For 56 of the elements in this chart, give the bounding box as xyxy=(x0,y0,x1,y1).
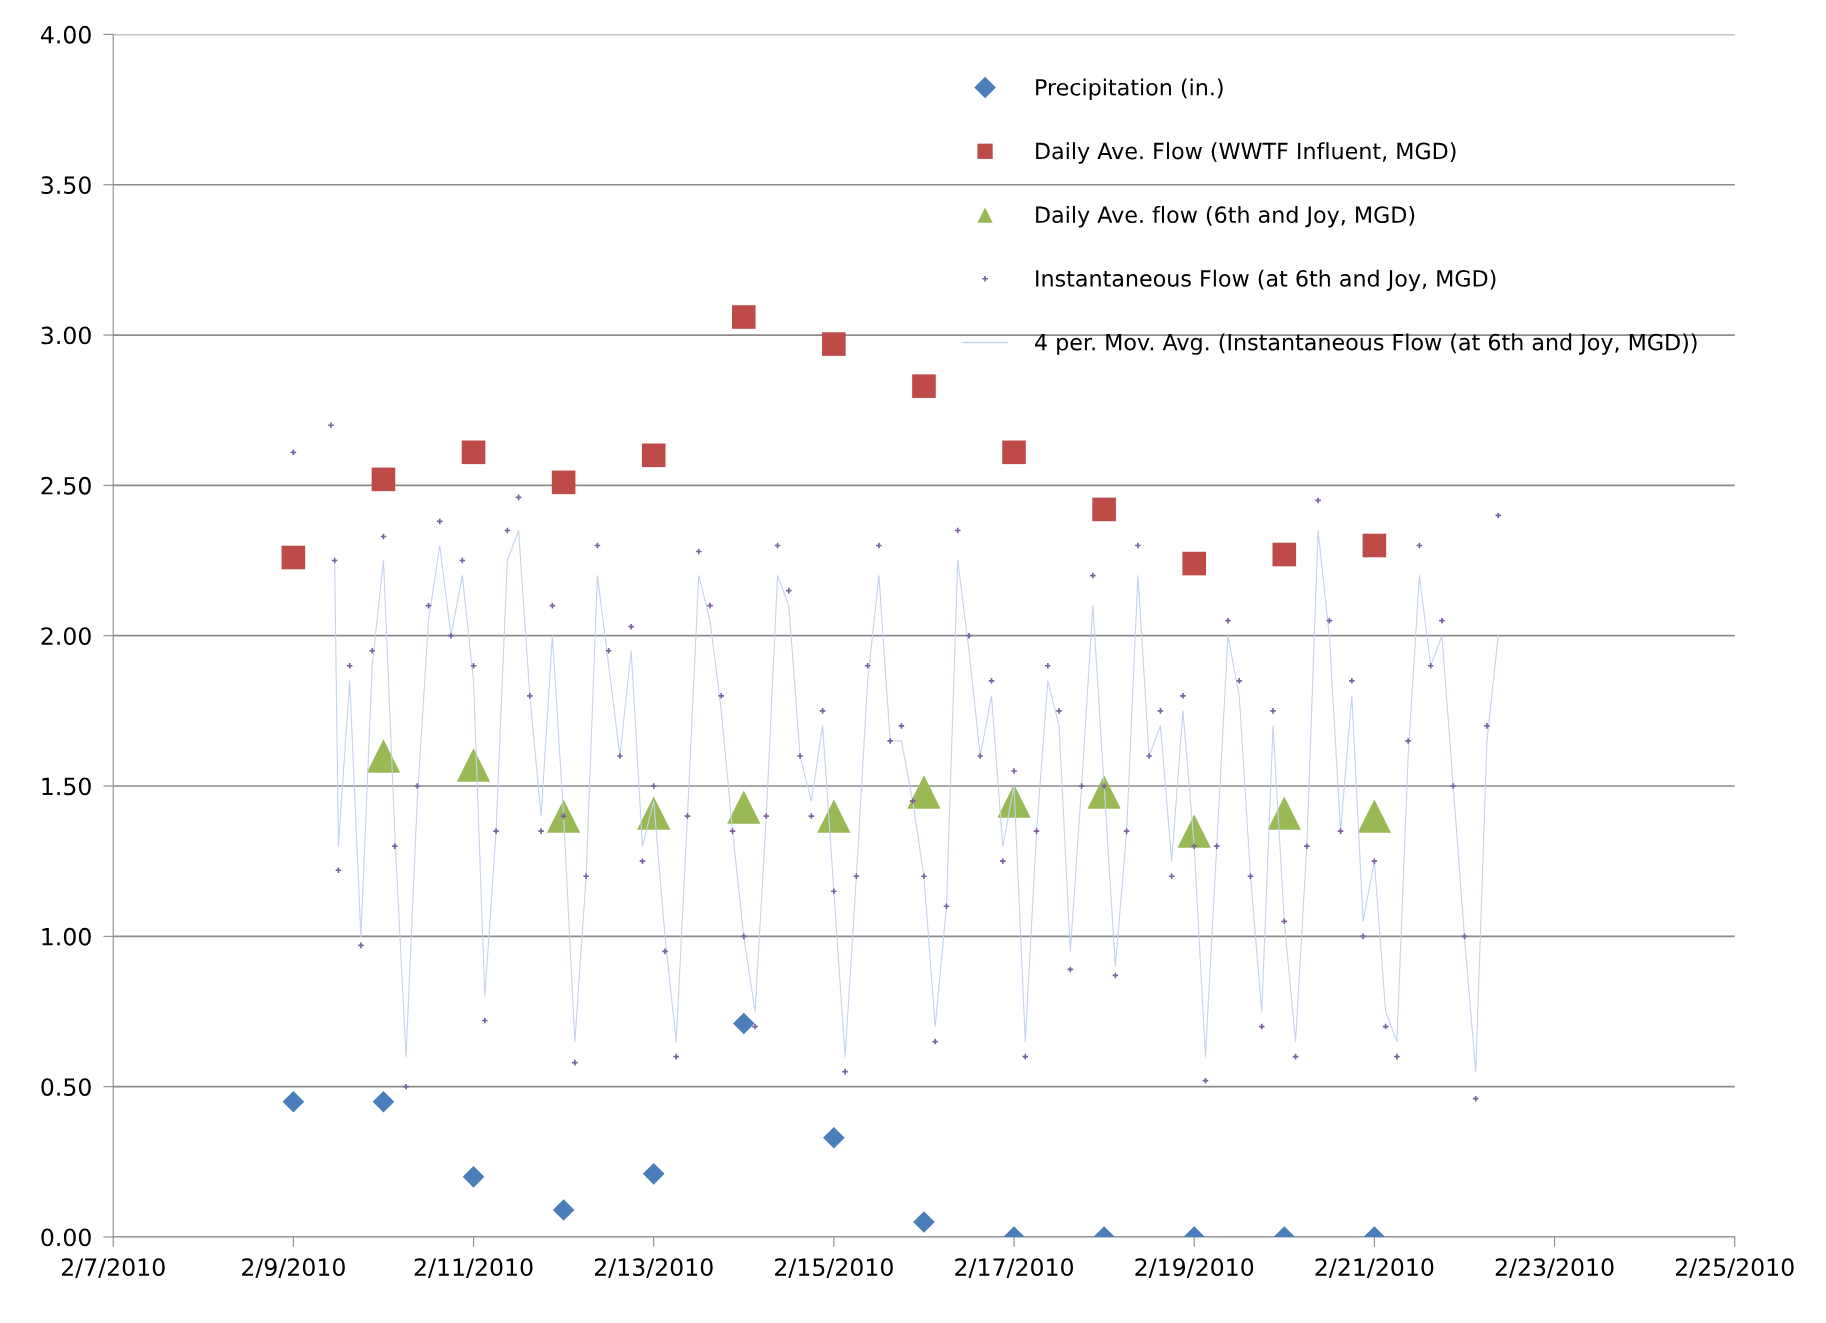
point xyxy=(641,443,666,468)
x-tick-label: 2/25/2010 xyxy=(1675,1258,1794,1278)
y-tick-label: 0.50 xyxy=(41,1078,91,1096)
point xyxy=(462,1166,485,1188)
point xyxy=(823,1126,845,1149)
point xyxy=(1177,814,1211,848)
y-tick-label: 0.00 xyxy=(41,1228,91,1247)
point xyxy=(817,799,851,833)
x-tick-label: 2/15/2010 xyxy=(775,1258,893,1278)
x-tick-label: 2/17/2010 xyxy=(955,1258,1073,1278)
point xyxy=(1087,775,1121,809)
point xyxy=(372,1090,395,1113)
point xyxy=(1362,533,1387,558)
x-tick-label: 2/21/2010 xyxy=(1315,1258,1434,1278)
point xyxy=(913,1211,935,1233)
point xyxy=(912,374,936,398)
point xyxy=(282,1090,305,1113)
point xyxy=(456,748,491,782)
point xyxy=(461,440,486,465)
point xyxy=(907,775,941,809)
x-tick-label: 2/7/2010 xyxy=(61,1258,165,1278)
x-tick-label: 2/13/2010 xyxy=(594,1258,713,1278)
y-tick-label: 1.00 xyxy=(42,927,91,946)
point xyxy=(732,1012,755,1035)
point xyxy=(731,305,756,329)
legend-label: 4 per. Mov. Avg. (Instantaneous Flow (at 6th and Joy, MGD)) xyxy=(1035,333,1697,355)
y-tick-label: 1.50 xyxy=(42,777,91,796)
point xyxy=(552,1199,575,1221)
point xyxy=(366,739,401,773)
y-tick-label: 2.00 xyxy=(41,627,91,646)
legend-label: Instantaneous Flow (at 6th and Joy, MGD) xyxy=(1036,269,1496,292)
legend-label: Daily Ave. flow (6th and Joy, MGD) xyxy=(1036,205,1415,228)
point xyxy=(281,545,306,570)
point xyxy=(1267,796,1301,830)
x-tick-label: 2/9/2010 xyxy=(242,1258,345,1278)
y-tick-label: 3.50 xyxy=(41,176,91,195)
x-tick-label: 2/11/2010 xyxy=(414,1258,533,1278)
point xyxy=(546,799,581,833)
point xyxy=(1002,440,1026,465)
y-tick-label: 2.50 xyxy=(41,476,91,495)
point xyxy=(1182,551,1207,576)
legend-label: Daily Ave. Flow (WWTF Influent, MGD) xyxy=(1036,142,1456,164)
x-tick-label: 2/19/2010 xyxy=(1135,1258,1254,1278)
legend-label: Precipitation (in.) xyxy=(1036,78,1223,100)
point xyxy=(1357,799,1392,833)
point xyxy=(642,1163,665,1185)
line-series xyxy=(334,529,1499,1073)
point xyxy=(371,467,396,492)
point xyxy=(822,332,846,356)
point xyxy=(1272,542,1297,567)
y-tick-label: 4.00 xyxy=(40,25,91,44)
point xyxy=(551,470,576,495)
point xyxy=(727,790,761,824)
x-tick-label: 2/23/2010 xyxy=(1495,1258,1614,1278)
point xyxy=(1092,497,1116,522)
y-tick-label: 3.00 xyxy=(41,326,91,345)
